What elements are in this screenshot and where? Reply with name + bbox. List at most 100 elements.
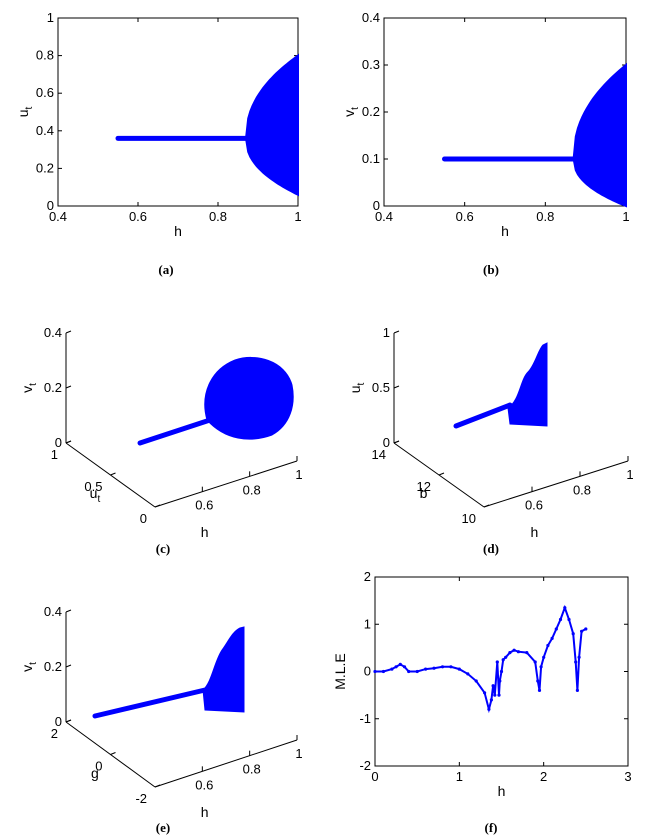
y-tick-label: 0.2 — [362, 104, 380, 119]
y-axis-label: g — [91, 765, 99, 781]
x-axis-label: h — [498, 783, 506, 799]
x-axis-line — [154, 739, 298, 788]
x-tick-label: 3 — [624, 769, 631, 784]
x-tick-label: 0.8 — [243, 762, 261, 777]
y-tick-label: 0 — [140, 511, 147, 526]
y-tick-label: 0.8 — [36, 48, 54, 63]
x-tick-label: 1 — [622, 209, 629, 224]
x-axis-label: h — [174, 223, 182, 239]
panel-a: 0.4 0.6 0.8 1 0 0.2 0.4 0.6 0.8 1 h ut — [15, 10, 302, 239]
z-tick-mark — [393, 385, 400, 389]
x-tick-label: 0.8 — [209, 209, 227, 224]
chaotic-region — [202, 626, 245, 713]
y-tick-label: 1 — [364, 616, 371, 631]
x-tick-label: 0.4 — [375, 209, 393, 224]
x-tick-label: 1 — [295, 746, 302, 761]
chaotic-region — [572, 62, 627, 208]
y-tick-mark — [110, 472, 116, 476]
x-tick-label: 0.6 — [129, 209, 147, 224]
x-tick-label: 0.6 — [456, 209, 474, 224]
z-axis-label: vt — [19, 383, 39, 393]
y-tick-label: 1 — [51, 447, 58, 462]
z-tick-mark — [65, 664, 72, 668]
z-tick-mark — [65, 385, 72, 389]
z-tick-label: 0.4 — [44, 604, 62, 619]
caption-f: (f) — [485, 820, 498, 835]
y-axis-label: ut — [90, 485, 101, 505]
x-tick-label: 0.8 — [536, 209, 554, 224]
chaotic-region — [244, 53, 299, 197]
x-axis-label: h — [531, 524, 539, 540]
caption-b: (b) — [483, 262, 499, 277]
panel-b: 0.4 0.6 0.8 1 0 0.1 0.2 0.3 0.4 h vt — [341, 10, 630, 239]
y-tick-mark — [154, 784, 161, 788]
x-axis-line — [154, 460, 298, 508]
z-axis-label-subscript: t — [356, 382, 367, 385]
panel-f: 0 1 2 3 -2 -1 0 1 2 h M.L.E — [332, 569, 632, 799]
y-tick-label: 2 — [364, 569, 371, 584]
z-tick-label: 0 — [55, 714, 62, 729]
y-tick-mark — [65, 440, 72, 444]
y-tick-label: 0 — [373, 198, 380, 213]
y-tick-mark — [393, 440, 400, 444]
series-line — [375, 604, 587, 714]
caption-c: (c) — [156, 541, 170, 556]
chaotic-region — [507, 342, 548, 427]
y-tick-label: 10 — [462, 511, 476, 526]
fixed-point-branch — [137, 417, 213, 446]
caption-d: (d) — [483, 541, 499, 556]
x-tick-label: 1 — [294, 209, 301, 224]
y-tick-mark — [438, 472, 445, 476]
y-tick-label: 12 — [417, 479, 431, 494]
y-tick-mark — [65, 719, 72, 723]
y-tick-label: 0.1 — [362, 151, 380, 166]
x-tick-label: 1 — [456, 769, 463, 784]
x-tick-label: 0.8 — [243, 482, 261, 497]
y-axis-label-subscript: t — [350, 107, 361, 110]
z-tick-mark — [65, 609, 72, 613]
y-tick-label: -2 — [135, 791, 147, 806]
y-tick-label: 1 — [47, 10, 54, 25]
z-axis-label: ut — [347, 382, 367, 393]
x-tick-label: 2 — [540, 769, 547, 784]
chaotic-region — [204, 356, 294, 440]
x-axis-label: h — [201, 524, 209, 540]
x-axis-label: h — [201, 804, 209, 820]
y-tick-label: 0.4 — [362, 10, 380, 25]
y-tick-label: 0 — [95, 759, 102, 774]
z-axis-label-subscript: t — [28, 383, 39, 386]
y-tick-label: 0 — [364, 664, 371, 679]
y-axis-label: M.L.E — [332, 653, 348, 690]
z-tick-label: 0.2 — [44, 659, 62, 674]
caption-a: (a) — [158, 262, 173, 277]
panel-c: 0 0.2 0.4 0 0.5 1 0.6 0.8 1 h ut vt — [19, 325, 303, 540]
y-axis-label-subscript: t — [97, 494, 100, 505]
x-tick-label: 0.4 — [49, 209, 67, 224]
z-tick-mark — [65, 330, 72, 334]
y-tick-label: 0 — [47, 198, 54, 213]
fixed-point-branch — [92, 687, 208, 719]
y-tick-label: 0.6 — [36, 85, 54, 100]
z-tick-label: 0.5 — [372, 380, 390, 395]
y-axis-label-subscript: t — [24, 106, 35, 109]
fixed-point-branch — [453, 402, 513, 429]
y-tick-label: 14 — [372, 447, 386, 462]
z-tick-label: 0.2 — [44, 380, 62, 395]
y-tick-label: 0.3 — [362, 57, 380, 72]
y-tick-mark — [154, 504, 161, 508]
x-tick-label: 0.6 — [525, 498, 543, 513]
y-tick-label: 2 — [51, 726, 58, 741]
z-axis-label-subscript: t — [28, 662, 39, 665]
caption-e: (e) — [156, 820, 170, 835]
z-tick-label: 0 — [383, 435, 390, 450]
x-axis-line — [483, 460, 629, 508]
y-axis-label: vt — [341, 107, 361, 117]
z-tick-label: 0 — [55, 435, 62, 450]
x-tick-label: 0 — [371, 769, 378, 784]
y-tick-mark — [110, 752, 116, 755]
panel-d: 0 0.5 1 10 12 14 0.6 0.8 1 h b ut — [347, 325, 634, 540]
y-tick-label: 0.4 — [36, 123, 54, 138]
x-tick-label: 1 — [295, 467, 302, 482]
